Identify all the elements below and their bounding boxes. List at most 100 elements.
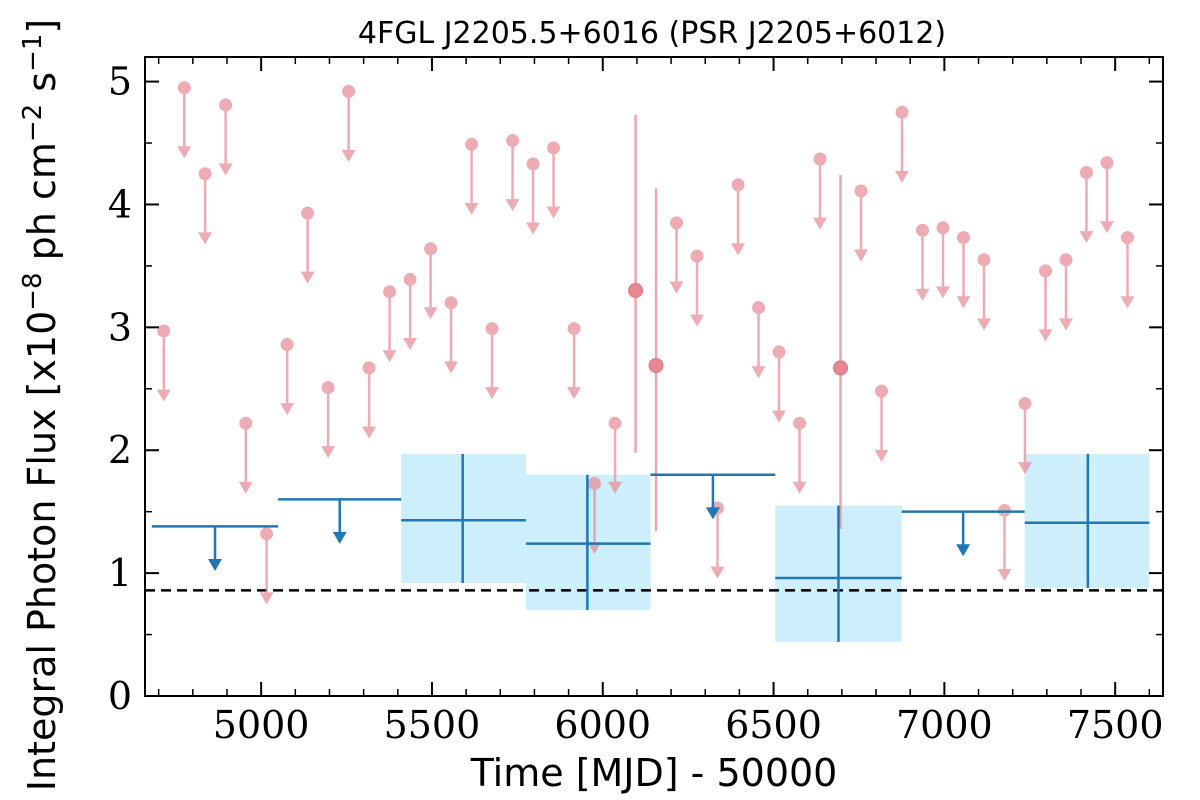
monthly-upper-limit-37 [976,253,991,331]
monthly-upper-limit-19 [546,141,561,219]
monthly-ul-marker-3 [219,98,233,112]
monthly-ul-arrow-7 [300,271,315,284]
yearly-upper-limit-0 [151,525,279,571]
monthly-ul-marker-39 [1018,397,1032,411]
monthly-ul-marker-11 [383,285,397,299]
yearly-detection-1 [525,474,651,610]
y-axis-label-exp2: −2 [18,104,48,142]
x-axis-ticks: 5000 5500 6000 6500 7000 7500 [157,57,1164,747]
monthly-det-marker-2 [833,360,849,376]
monthly-upper-limit-6 [280,338,295,416]
monthly-ul-arrow-15 [464,202,479,215]
x-tick-label-4: 7000 [896,703,993,747]
monthly-ul-arrow-40 [1038,329,1053,342]
yearly-ul-arrow-2 [705,507,720,520]
monthly-ul-marker-28 [772,345,786,359]
monthly-ul-arrow-28 [772,410,787,423]
monthly-ul-arrow-30 [813,217,828,230]
monthly-ul-arrow-8 [321,446,336,459]
monthly-ul-marker-31 [854,184,868,198]
monthly-ul-arrow-22 [608,481,623,494]
yearly-upper-limit-3 [901,510,1025,557]
monthly-ul-arrow-3 [218,163,233,176]
y-tick-label-2: 2 [108,428,132,472]
monthly-upper-limit-22 [608,416,623,494]
monthly-ul-marker-41 [1059,253,1073,267]
monthly-upper-limit-28 [772,345,787,423]
monthly-ul-marker-19 [547,141,561,155]
monthly-ul-marker-8 [321,381,335,395]
monthly-upper-limit-30 [813,152,828,230]
y-axis-label-part2: ph cm [20,142,64,272]
monthly-upper-limit-16 [485,322,500,400]
monthly-upper-limit-43 [1099,156,1114,234]
monthly-ul-arrow-35 [936,286,951,299]
monthly-upper-limit-31 [854,184,869,262]
monthly-upper-limit-21 [587,476,602,554]
monthly-det-marker-0 [628,282,644,298]
yearly-detection-2 [775,505,902,642]
monthly-upper-limit-42 [1079,166,1094,244]
monthly-ul-arrow-38 [997,569,1012,582]
monthly-upper-limit-9 [341,84,356,162]
monthly-upper-limit-27 [751,301,766,379]
monthly-ul-marker-2 [198,167,212,181]
monthly-ul-arrow-25 [710,566,725,579]
monthly-upper-limit-24 [690,249,705,327]
monthly-ul-arrow-1 [177,146,192,159]
monthly-ul-marker-26 [731,178,745,192]
monthly-ul-arrow-39 [1017,462,1032,475]
monthly-upper-limit-13 [423,242,438,320]
monthly-ul-marker-12 [403,272,417,286]
yearly-error-bands [401,453,1150,642]
y-axis-label-exp1: −8 [18,272,48,310]
monthly-upper-limit-15 [464,137,479,215]
monthly-ul-marker-20 [567,322,581,336]
monthly-ul-marker-32 [875,384,889,398]
monthly-upper-limit-23 [669,216,684,294]
monthly-ul-marker-6 [280,338,294,352]
monthly-ul-arrow-10 [362,426,377,439]
monthly-ul-marker-1 [177,81,191,95]
y-axis-label-part1: Integral Photon Flux [x10 [20,311,64,792]
monthly-ul-arrow-5 [259,592,274,605]
monthly-ul-marker-7 [301,206,315,220]
yearly-ul-arrow-1 [332,531,347,544]
monthly-ul-marker-21 [588,476,602,490]
monthly-ul-arrow-0 [156,389,171,402]
y-axis-label: Integral Photon Flux [x10−8 ph cm−2 s−1] [18,19,64,792]
yearly-points [151,453,1150,642]
y-axis-label-part4: ] [20,19,64,34]
yearly-detection-3 [1024,453,1150,588]
monthly-ul-marker-22 [608,416,622,430]
monthly-upper-limit-0 [156,324,171,402]
monthly-ul-marker-30 [813,152,827,166]
yearly-upper-limit-2 [650,473,776,520]
monthly-ul-marker-16 [485,322,499,336]
monthly-ul-arrow-36 [956,296,971,309]
monthly-upper-limit-5 [259,527,274,605]
monthly-upper-limit-36 [956,231,971,309]
monthly-ul-marker-17 [506,134,520,148]
x-tick-label-1: 5500 [384,703,481,747]
monthly-ul-marker-15 [465,137,479,151]
yearly-ul-arrow-0 [208,558,223,571]
x-axis-label: Time [MJD] - 50000 [470,751,838,795]
monthly-upper-limit-10 [362,361,377,439]
monthly-ul-marker-23 [670,216,684,230]
monthly-upper-limit-20 [567,322,582,400]
monthly-upper-limit-12 [403,272,418,351]
monthly-ul-marker-9 [342,84,356,98]
monthly-upper-limit-26 [731,178,746,256]
chart-title: 4FGL J2205.5+6016 (PSR J2205+6012) [358,16,946,51]
monthly-ul-arrow-41 [1058,318,1073,331]
monthly-upper-limit-11 [382,285,397,363]
monthly-ul-marker-0 [157,324,171,338]
y-tick-label-1: 1 [108,551,132,595]
monthly-upper-limit-7 [300,206,315,284]
monthly-ul-arrow-20 [567,387,582,400]
monthly-ul-arrow-19 [546,206,561,219]
monthly-ul-arrow-18 [526,222,541,235]
monthly-upper-limit-3 [218,98,233,176]
